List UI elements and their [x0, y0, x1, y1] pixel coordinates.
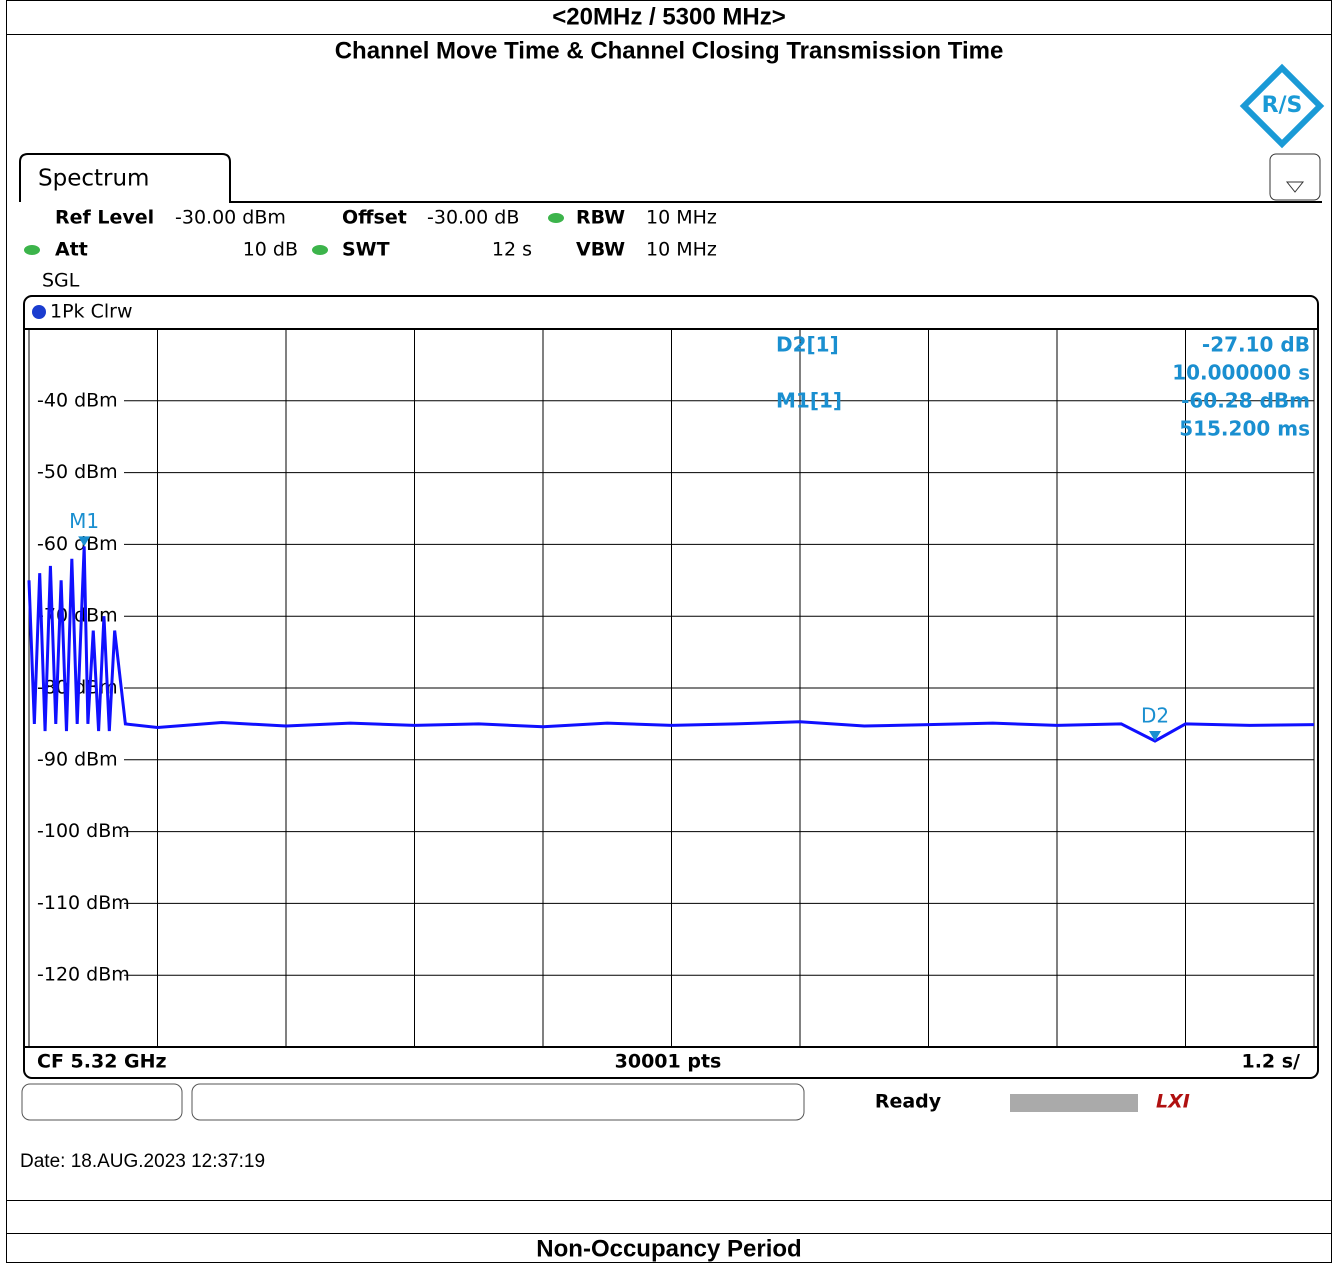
trace — [27, 546, 1315, 743]
y-tick-label: -60 dBm — [37, 533, 118, 555]
setting-label: Offset — [342, 207, 407, 229]
marker — [1149, 730, 1162, 741]
sweep-mode: SGL — [42, 270, 80, 292]
band-title: <20MHz / 5300 MHz> — [552, 3, 785, 30]
marker-name: M1[1] — [776, 389, 842, 413]
setting-label: Ref Level — [55, 207, 154, 229]
progress-bar — [1010, 1094, 1138, 1112]
marker — [78, 536, 91, 547]
trace-indicator — [32, 305, 46, 319]
marker-table: D2[1] -27.10 dB 10.000000 s M1[1] -60.28… — [776, 333, 1310, 441]
setting-value: 10 MHz — [646, 207, 717, 229]
y-tick-label: -70 dBm — [37, 605, 118, 627]
rs-logo: R/S — [1239, 63, 1325, 149]
indicator — [312, 245, 328, 255]
span-per-div: 1.2 s/ — [1241, 1051, 1300, 1073]
marker-name: D2[1] — [776, 333, 839, 357]
status-field — [21, 1083, 183, 1121]
section-title: Channel Move Time & Channel Closing Tran… — [335, 37, 1004, 64]
points: 30001 pts — [615, 1051, 722, 1073]
marker-position: 515.200 ms — [1179, 417, 1310, 441]
status-field — [191, 1083, 805, 1121]
menu-icon — [1285, 181, 1305, 193]
setting-value: -30.00 dB — [427, 207, 519, 229]
marker-label: D2 — [1141, 703, 1169, 727]
next-section-title: Non-Occupancy Period — [536, 1235, 801, 1262]
setting-value: 12 s — [492, 239, 532, 261]
center-frequency: CF 5.32 GHz — [37, 1051, 167, 1073]
setting-value: 10 dB — [243, 239, 298, 261]
y-tick-label: -50 dBm — [37, 461, 118, 483]
status: Ready — [875, 1091, 942, 1113]
svg-text:R/S: R/S — [1262, 93, 1303, 118]
indicator — [24, 245, 40, 255]
y-tick-label: -40 dBm — [37, 389, 118, 411]
setting-label: RBW — [576, 207, 625, 229]
setting-label: VBW — [576, 239, 625, 261]
tab-outline — [19, 153, 1322, 203]
setting-value: 10 MHz — [646, 239, 717, 261]
lxi-logo: LXI — [1156, 1091, 1190, 1113]
marker-value: -27.10 dB — [1202, 333, 1310, 357]
marker-position: 10.000000 s — [1172, 361, 1310, 385]
trace-mode: 1Pk Clrw — [50, 301, 133, 323]
y-tick-label: -120 dBm — [37, 964, 130, 986]
y-tick-label: -90 dBm — [37, 748, 118, 770]
marker-value: -60.28 dBm — [1181, 389, 1310, 413]
setting-label: Att — [55, 239, 88, 261]
y-tick-label: -110 dBm — [37, 892, 130, 914]
page-border — [6, 0, 1332, 1263]
setting-value: -30.00 dBm — [175, 207, 286, 229]
indicator — [548, 213, 564, 223]
tab-label[interactable]: Spectrum — [38, 166, 149, 192]
plot-area: -40 dBm-50 dBm-60 dBm-70 dBm-80 dBm-90 d… — [27, 329, 1315, 1047]
y-tick-label: -100 dBm — [37, 820, 130, 842]
plot-frame — [23, 295, 1319, 1079]
marker-label: M1 — [69, 509, 99, 533]
date: Date: 18.AUG.2023 12:37:19 — [20, 1151, 265, 1172]
setting-label: SWT — [342, 239, 390, 261]
settings: Ref Level -30.00 dBm Offset -30.00 dB RB… — [24, 207, 717, 292]
menu-button[interactable] — [1269, 153, 1321, 201]
